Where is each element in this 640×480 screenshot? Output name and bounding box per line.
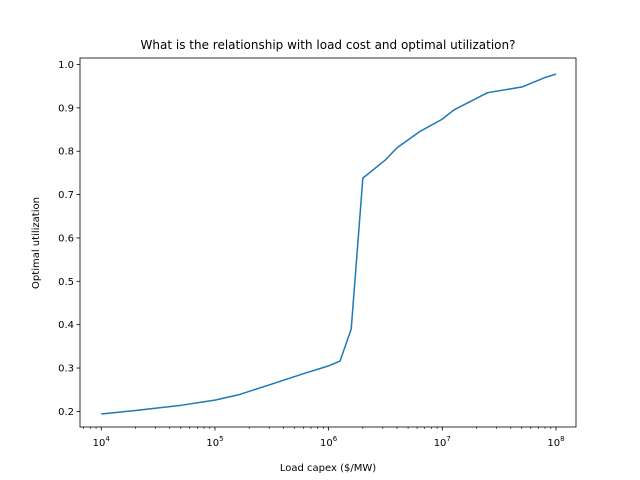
axes-frame bbox=[79, 57, 577, 428]
x-tick-label: 105 bbox=[206, 435, 223, 449]
chart-title: What is the relationship with load cost … bbox=[141, 38, 516, 52]
y-tick-label: 1.0 bbox=[58, 60, 74, 71]
y-tick-label: 0.7 bbox=[58, 190, 74, 201]
x-axis-label: Load capex ($/MW) bbox=[280, 463, 376, 474]
series-line-0 bbox=[101, 73, 557, 415]
y-tick-label: 0.8 bbox=[58, 147, 74, 158]
y-tick-label: 0.3 bbox=[58, 364, 74, 375]
y-tick-label: 0.4 bbox=[58, 320, 74, 331]
x-tick-label: 108 bbox=[547, 435, 564, 449]
y-tick-label: 0.9 bbox=[58, 103, 74, 114]
plot-area: 104 105 106 107 108 0.2 0.3 0.4 0.5 0.6 0.7 0.8 0.9 1… bbox=[58, 57, 577, 449]
y-tick-label: 0.6 bbox=[58, 233, 74, 244]
y-axis-label: Optimal utilization bbox=[31, 197, 42, 289]
x-tick-label: 106 bbox=[320, 435, 338, 449]
x-tick-label: 107 bbox=[434, 435, 451, 449]
y-tick-label: 0.2 bbox=[58, 407, 74, 418]
x-tick-label: 104 bbox=[93, 435, 111, 449]
y-tick-label: 0.5 bbox=[58, 277, 74, 288]
